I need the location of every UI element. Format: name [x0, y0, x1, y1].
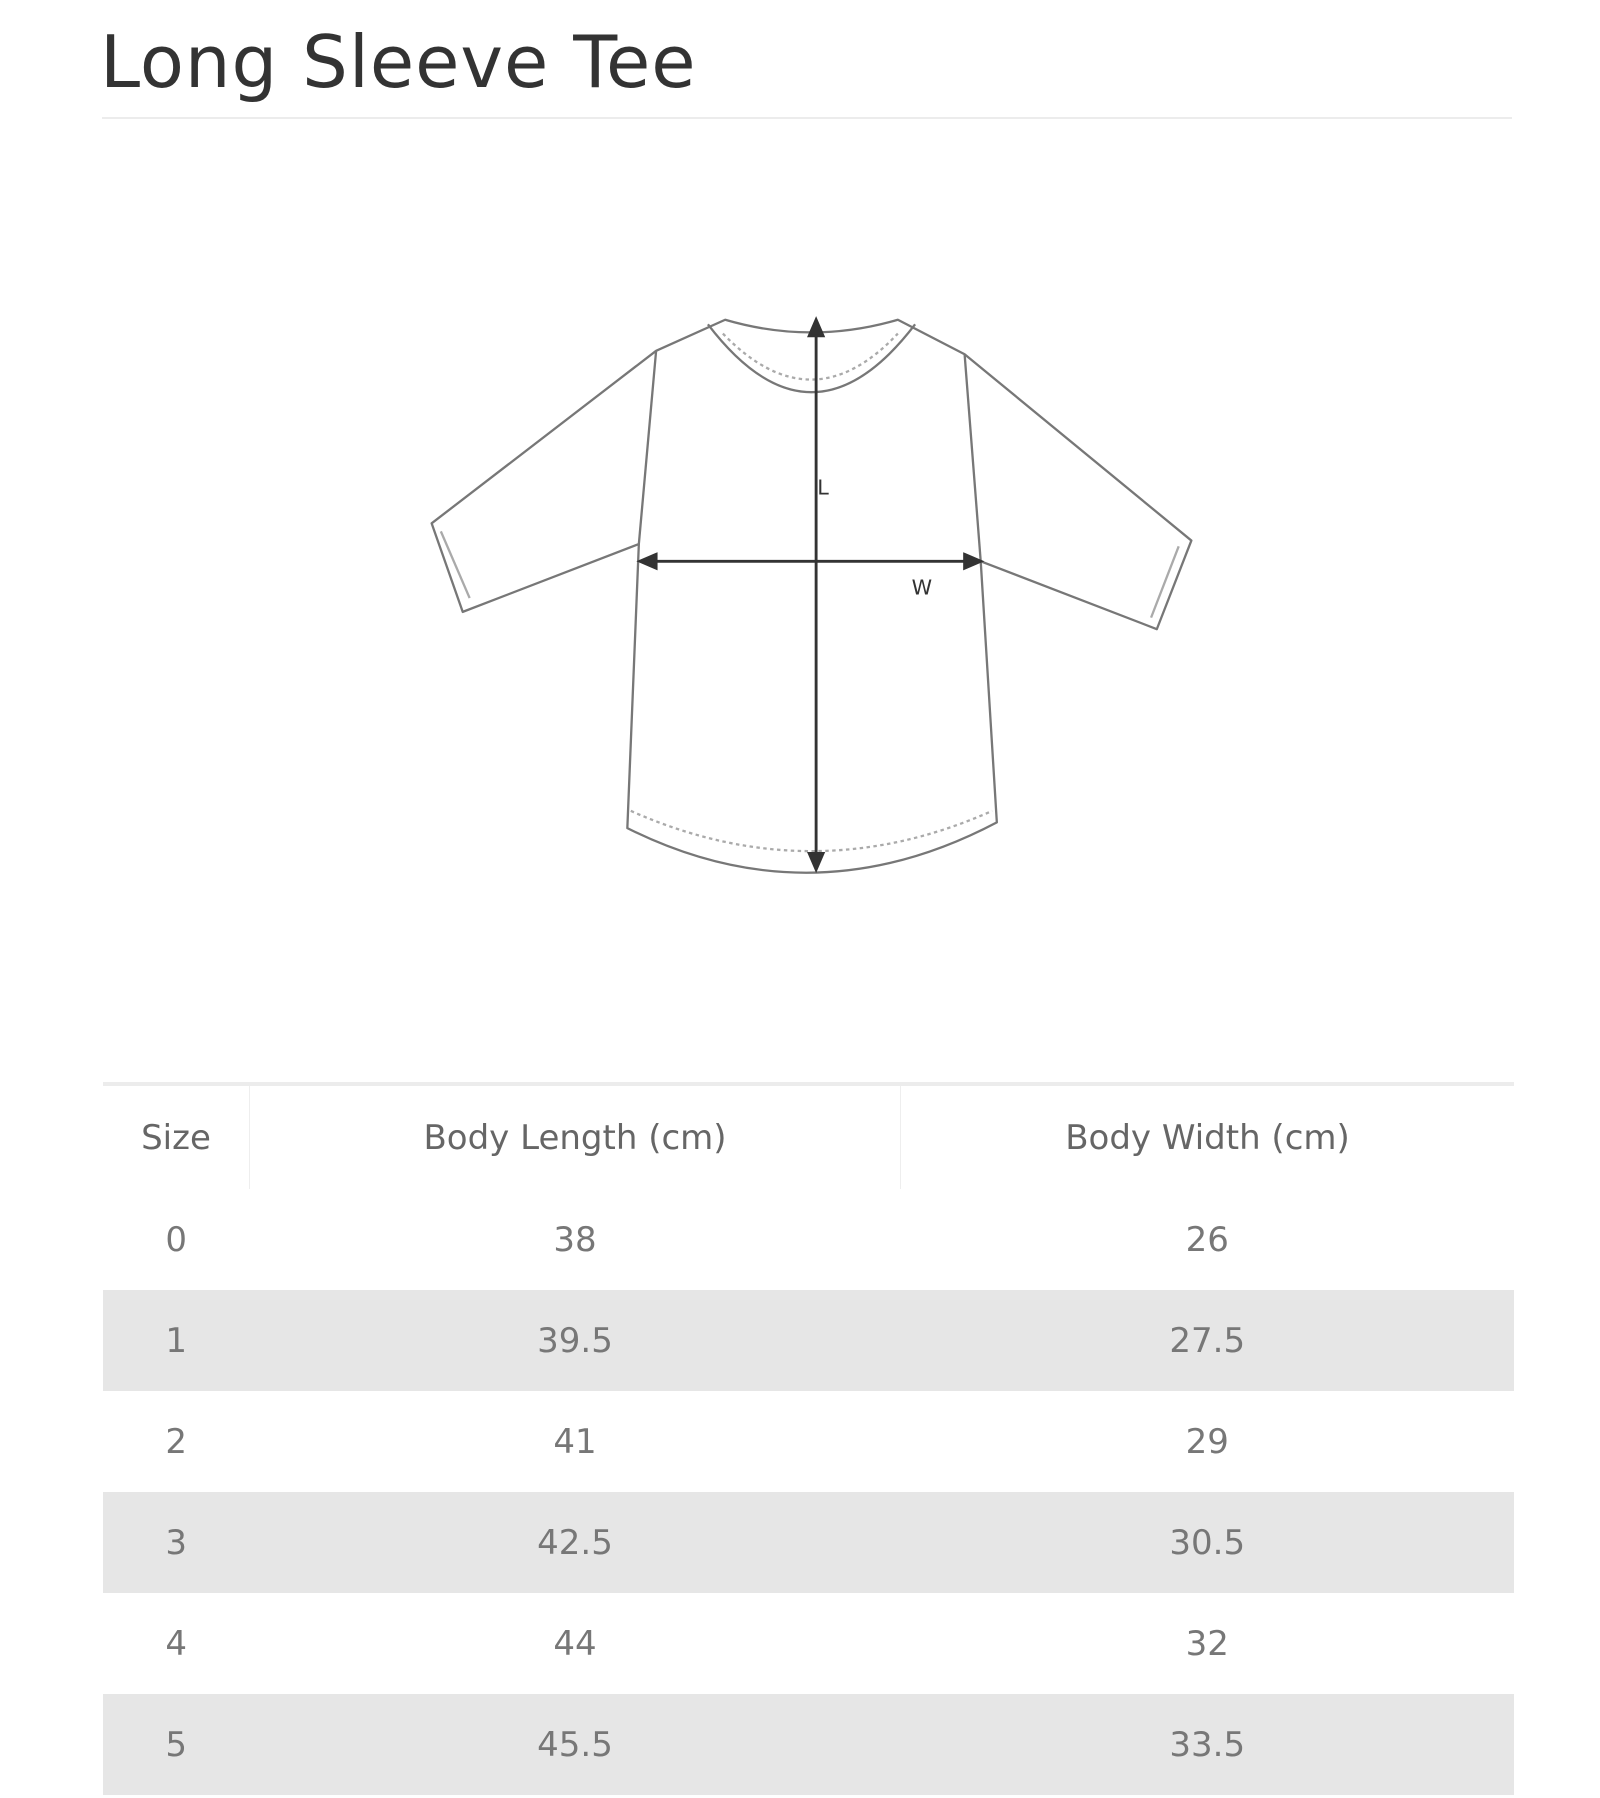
- size-cell: 3: [103, 1492, 250, 1593]
- width-arrow-head-left: [636, 552, 658, 571]
- size-cell: 5: [103, 1694, 250, 1795]
- table-header-row: Size Body Length (cm) Body Width (cm): [103, 1084, 1514, 1189]
- table-row: 2 41 29: [103, 1391, 1514, 1492]
- table-row: 1 39.5 27.5: [103, 1290, 1514, 1391]
- shirt-measurement-diagram: L W: [430, 316, 1193, 874]
- body-length-cell: 45.5: [249, 1694, 901, 1795]
- shirt-outline: [430, 318, 1193, 874]
- right-sleeve-seam: [963, 354, 982, 562]
- body-width-cell: 26: [1185, 1219, 1229, 1260]
- collar: [706, 323, 917, 394]
- left-cuff: [439, 530, 471, 599]
- table-row: 3 42.5 30.5: [103, 1492, 1514, 1593]
- header-body-length: Body Length (cm): [249, 1084, 901, 1189]
- body-length-cell: 41: [553, 1421, 597, 1462]
- size-cell: 4: [165, 1623, 188, 1664]
- page-title: Long Sleeve Tee: [100, 20, 697, 104]
- body-length-cell: 42.5: [249, 1492, 901, 1593]
- title-divider: [102, 117, 1512, 119]
- width-arrow-head-right: [963, 552, 985, 571]
- header-body-width: Body Width (cm): [900, 1084, 1514, 1189]
- table-row: 4 44 32: [103, 1593, 1514, 1694]
- size-cell: 2: [165, 1421, 188, 1462]
- body-width-cell: 29: [1185, 1421, 1229, 1462]
- size-cell: 1: [103, 1290, 250, 1391]
- header-size: Size: [141, 1117, 211, 1158]
- body-width-cell: 32: [1185, 1623, 1229, 1664]
- body-width-cell: 30.5: [900, 1492, 1514, 1593]
- body-length-cell: 39.5: [249, 1290, 901, 1391]
- width-label: W: [912, 576, 932, 600]
- length-label: L: [817, 476, 829, 500]
- body-length-cell: 44: [553, 1623, 597, 1664]
- body-length-cell: 38: [553, 1219, 597, 1260]
- left-sleeve-seam: [637, 350, 658, 545]
- length-arrow-head-bottom: [807, 851, 826, 874]
- right-cuff: [1150, 545, 1180, 619]
- size-chart-table: Size Body Length (cm) Body Width (cm) 0 …: [103, 1082, 1514, 1795]
- body-width-cell: 27.5: [900, 1290, 1514, 1391]
- table-row: 5 45.5 33.5: [103, 1694, 1514, 1795]
- size-cell: 0: [165, 1219, 188, 1260]
- length-arrow-head-top: [807, 316, 826, 338]
- table-row: 0 38 26: [103, 1189, 1514, 1290]
- hem-stitch: [630, 809, 993, 853]
- body-width-cell: 33.5: [900, 1694, 1514, 1795]
